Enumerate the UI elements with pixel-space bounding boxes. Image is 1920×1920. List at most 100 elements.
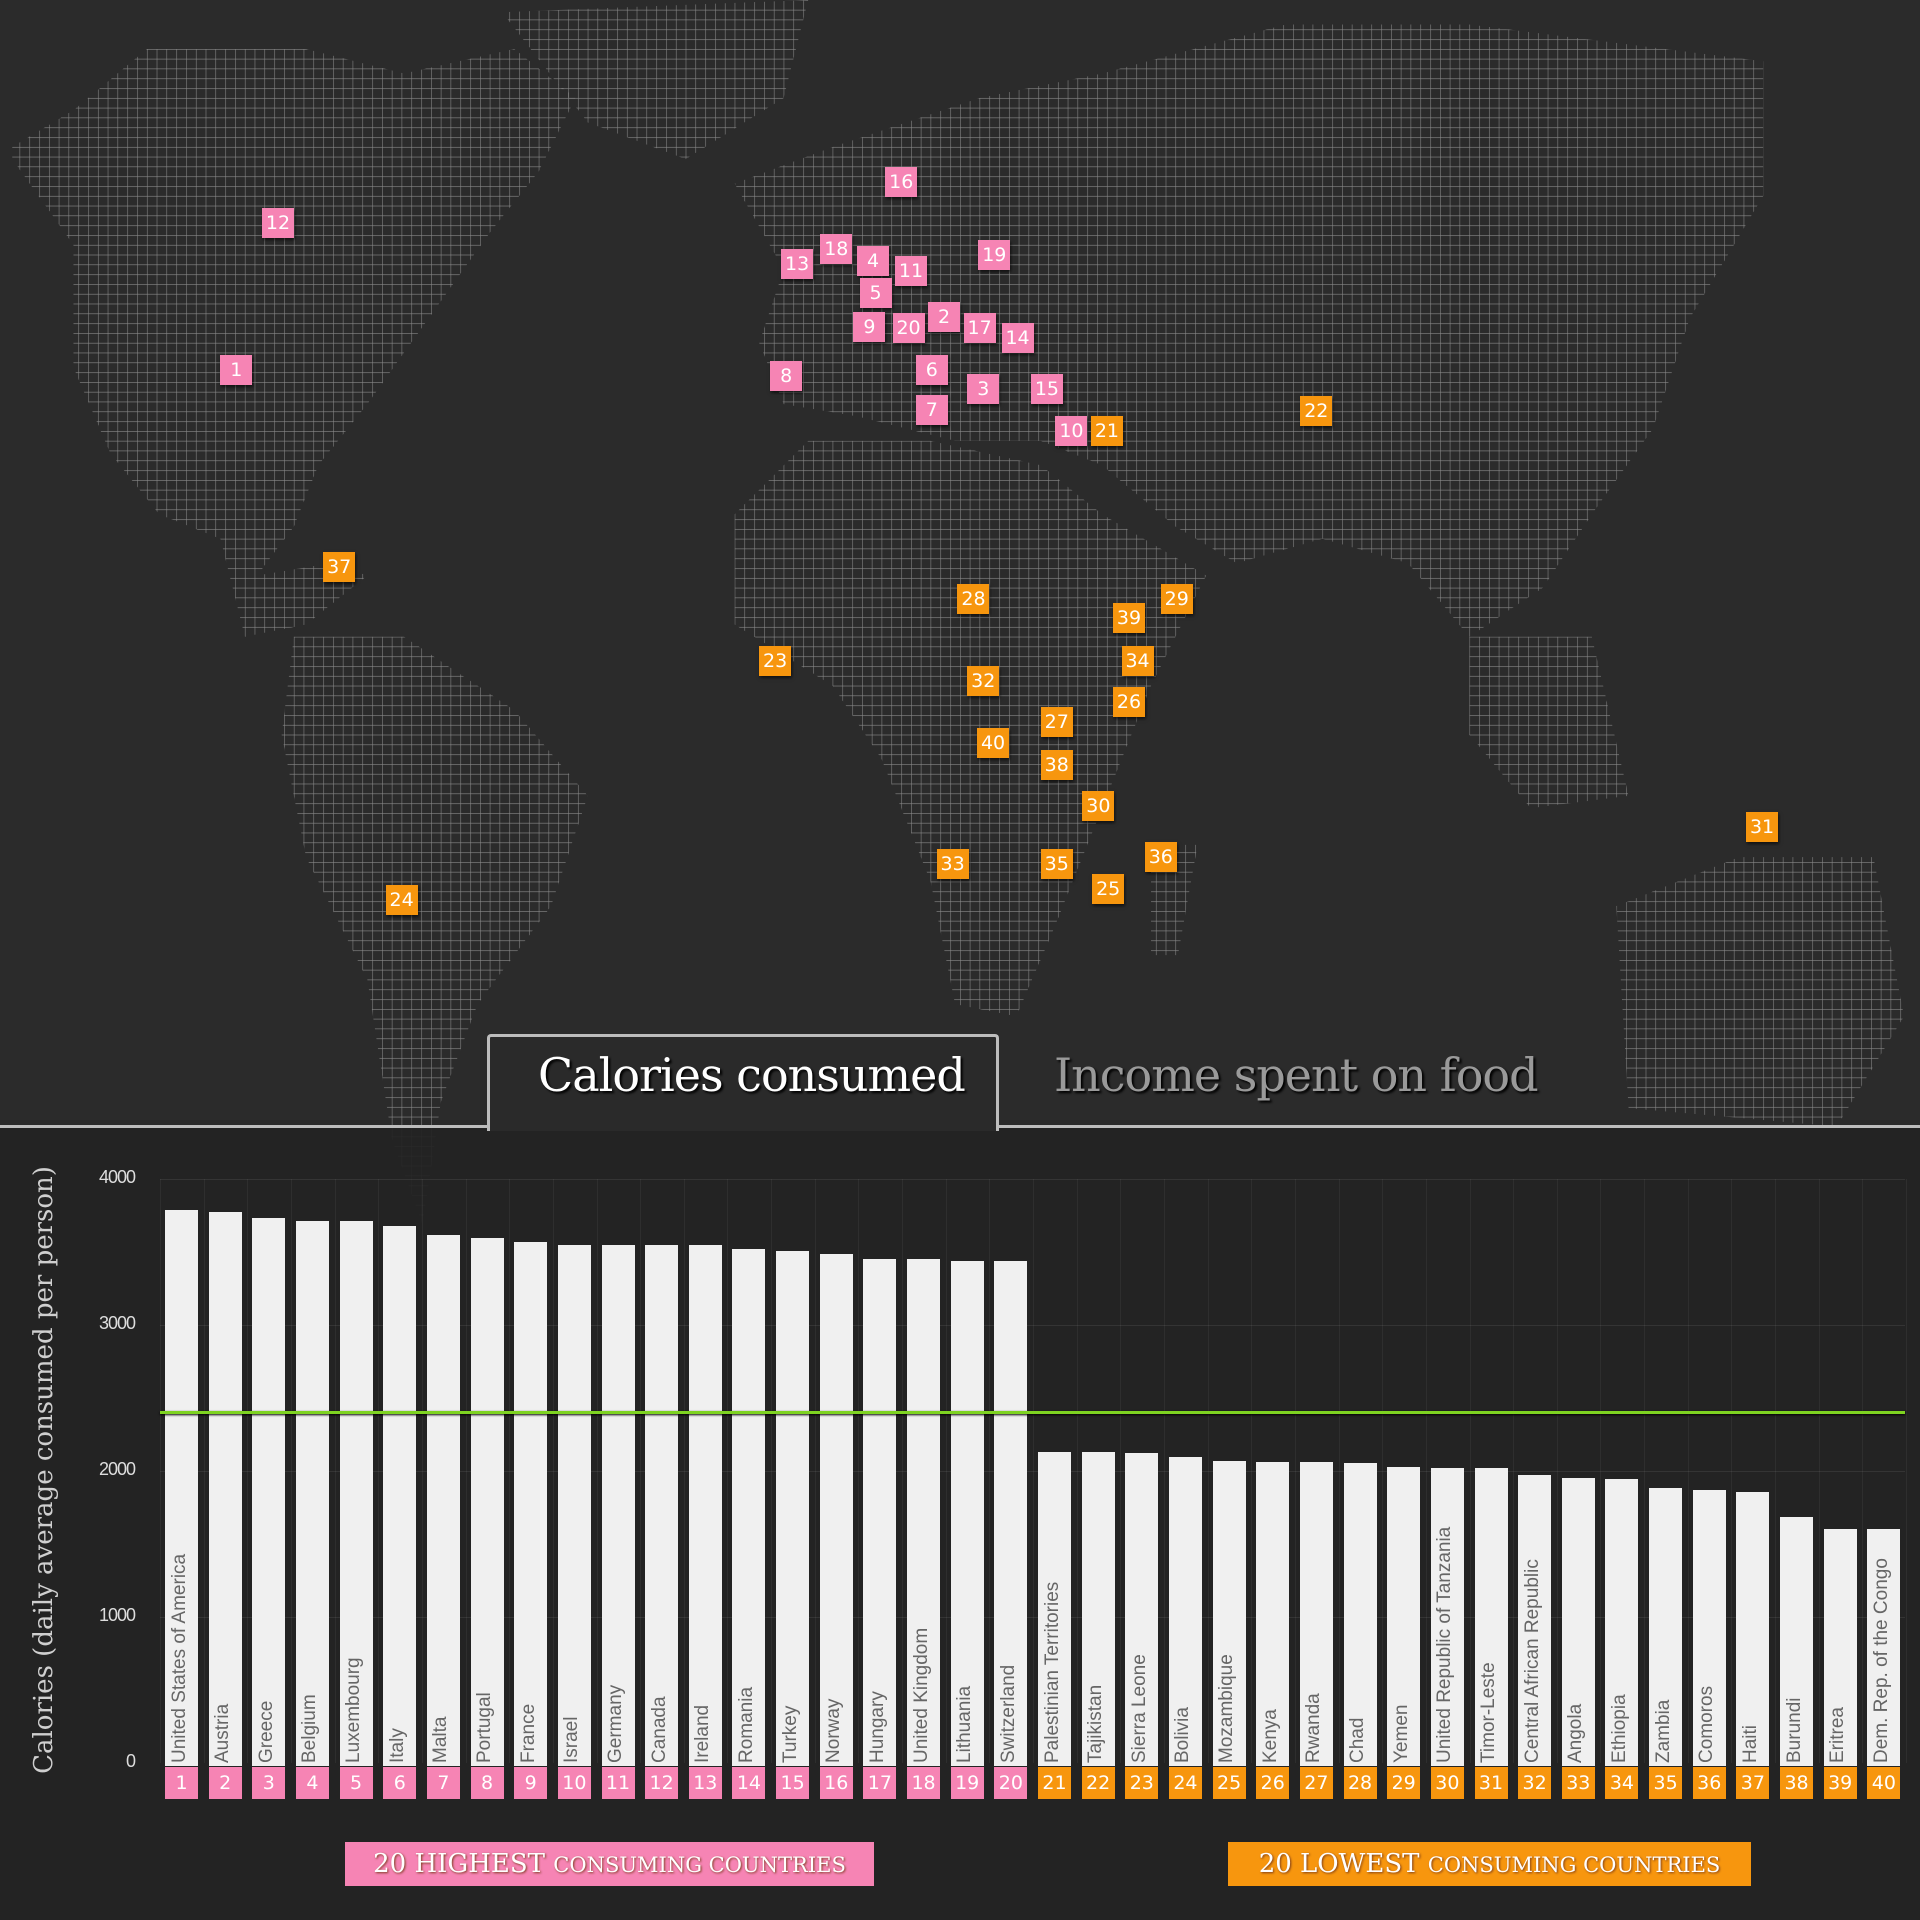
bar-4[interactable] [295, 1220, 329, 1766]
map-marker-29[interactable]: 29 [1160, 583, 1193, 614]
map-marker-16[interactable]: 16 [885, 167, 918, 198]
bar-34[interactable] [1605, 1479, 1639, 1766]
bar-7[interactable] [426, 1235, 460, 1766]
bar-15[interactable] [776, 1251, 810, 1766]
map-marker-4[interactable]: 4 [857, 245, 890, 276]
gridline-x [1382, 1179, 1384, 1763]
bar-1[interactable] [165, 1209, 198, 1766]
bar-3[interactable] [252, 1218, 286, 1766]
map-marker-37[interactable]: 37 [323, 551, 356, 582]
bar-16[interactable] [819, 1254, 853, 1766]
map-marker-21[interactable]: 21 [1090, 416, 1123, 447]
map-marker-1[interactable]: 1 [220, 354, 253, 385]
bar-label: Italy [386, 1728, 408, 1763]
rank-badge: 35 [1649, 1767, 1683, 1799]
bar-27[interactable] [1299, 1462, 1333, 1766]
bar-14[interactable] [732, 1249, 766, 1766]
map-marker-22[interactable]: 22 [1300, 396, 1333, 427]
bar-22[interactable] [1081, 1452, 1115, 1766]
bar-29[interactable] [1387, 1466, 1421, 1766]
bar-19[interactable] [950, 1260, 984, 1766]
map-marker-15[interactable]: 15 [1030, 374, 1063, 405]
bar-6[interactable] [383, 1225, 417, 1766]
map-marker-40[interactable]: 40 [977, 728, 1010, 759]
bar-18[interactable] [907, 1258, 941, 1766]
map-marker-30[interactable]: 30 [1082, 790, 1115, 821]
bar-11[interactable] [601, 1245, 635, 1766]
map-marker-8[interactable]: 8 [770, 360, 803, 391]
gridline-x [247, 1179, 249, 1763]
map-marker-25[interactable]: 25 [1092, 873, 1125, 904]
bar-28[interactable] [1343, 1462, 1377, 1766]
map-marker-20[interactable]: 20 [892, 313, 925, 344]
map-marker-3[interactable]: 3 [967, 374, 1000, 405]
map-marker-18[interactable]: 18 [820, 233, 853, 264]
bar-20[interactable] [994, 1260, 1028, 1766]
tab-calories-consumed-label[interactable]: Calories consumed [538, 1048, 966, 1102]
bar-10[interactable] [557, 1244, 591, 1766]
bar-36[interactable] [1692, 1489, 1726, 1766]
map-marker-23[interactable]: 23 [759, 646, 792, 677]
gridline-x [1775, 1179, 1777, 1763]
bar-13[interactable] [688, 1245, 722, 1766]
legend-lowest-rest: CONSUMING COUNTRIES [1427, 1853, 1721, 1877]
gridline-x [1120, 1179, 1122, 1763]
map-marker-13[interactable]: 13 [781, 249, 814, 280]
rank-badge: 34 [1605, 1767, 1639, 1799]
bar-32[interactable] [1518, 1475, 1552, 1766]
gridline-x [290, 1179, 292, 1763]
map-marker-27[interactable]: 27 [1040, 707, 1073, 738]
bar-35[interactable] [1649, 1487, 1683, 1766]
bar-38[interactable] [1780, 1516, 1814, 1766]
map-marker-17[interactable]: 17 [963, 313, 996, 344]
map-marker-5[interactable]: 5 [859, 277, 892, 308]
map-marker-19[interactable]: 19 [978, 239, 1011, 270]
bar-21[interactable] [1038, 1452, 1071, 1766]
bar-23[interactable] [1125, 1452, 1159, 1766]
map-marker-33[interactable]: 33 [936, 849, 969, 880]
bar-40[interactable] [1867, 1528, 1901, 1766]
bar-chart: 0 1000 2000 3000 4000 United States of Americ… [0, 1127, 1920, 1920]
map-marker-32[interactable]: 32 [967, 665, 1000, 696]
gridline-x [378, 1179, 380, 1763]
bar-33[interactable] [1561, 1477, 1595, 1766]
gridline-x [160, 1179, 161, 1763]
map-marker-35[interactable]: 35 [1040, 849, 1073, 880]
map-marker-34[interactable]: 34 [1121, 646, 1154, 677]
tab-income-spent-on-food[interactable]: Income spent on food [1054, 1048, 1539, 1102]
bar-24[interactable] [1168, 1457, 1202, 1766]
bar-12[interactable] [645, 1245, 679, 1766]
map-marker-6[interactable]: 6 [915, 354, 948, 385]
bar-30[interactable] [1430, 1468, 1464, 1766]
continent-north-america [12, 48, 576, 637]
map-marker-36[interactable]: 36 [1144, 842, 1177, 873]
bar-31[interactable] [1474, 1468, 1508, 1766]
gridline-x [421, 1179, 423, 1763]
map-marker-11[interactable]: 11 [895, 255, 928, 286]
map-marker-24[interactable]: 24 [385, 885, 418, 915]
map-marker-14[interactable]: 14 [1001, 322, 1034, 353]
bar-8[interactable] [470, 1238, 504, 1766]
bar-label: Turkey [779, 1705, 801, 1763]
map-marker-12[interactable]: 12 [261, 207, 294, 238]
map-marker-39[interactable]: 39 [1112, 603, 1145, 634]
bar-39[interactable] [1823, 1528, 1857, 1766]
map-marker-10[interactable]: 10 [1055, 416, 1088, 447]
bar-2[interactable] [208, 1211, 242, 1766]
gridline-x [1163, 1179, 1165, 1763]
map-marker-31[interactable]: 31 [1746, 811, 1779, 842]
bar-9[interactable] [514, 1241, 548, 1766]
tab-calories-consumed[interactable] [487, 1034, 999, 1131]
map-marker-38[interactable]: 38 [1040, 750, 1073, 781]
bar-37[interactable] [1736, 1492, 1770, 1766]
bar-5[interactable] [339, 1220, 373, 1766]
map-marker-26[interactable]: 26 [1112, 686, 1145, 717]
rank-badge: 6 [383, 1767, 417, 1799]
map-marker-28[interactable]: 28 [957, 583, 990, 614]
bar-17[interactable] [863, 1258, 897, 1766]
map-marker-2[interactable]: 2 [928, 302, 961, 333]
map-marker-9[interactable]: 9 [853, 311, 886, 342]
map-marker-7[interactable]: 7 [915, 395, 948, 426]
bar-25[interactable] [1212, 1460, 1246, 1766]
bar-26[interactable] [1256, 1462, 1290, 1766]
